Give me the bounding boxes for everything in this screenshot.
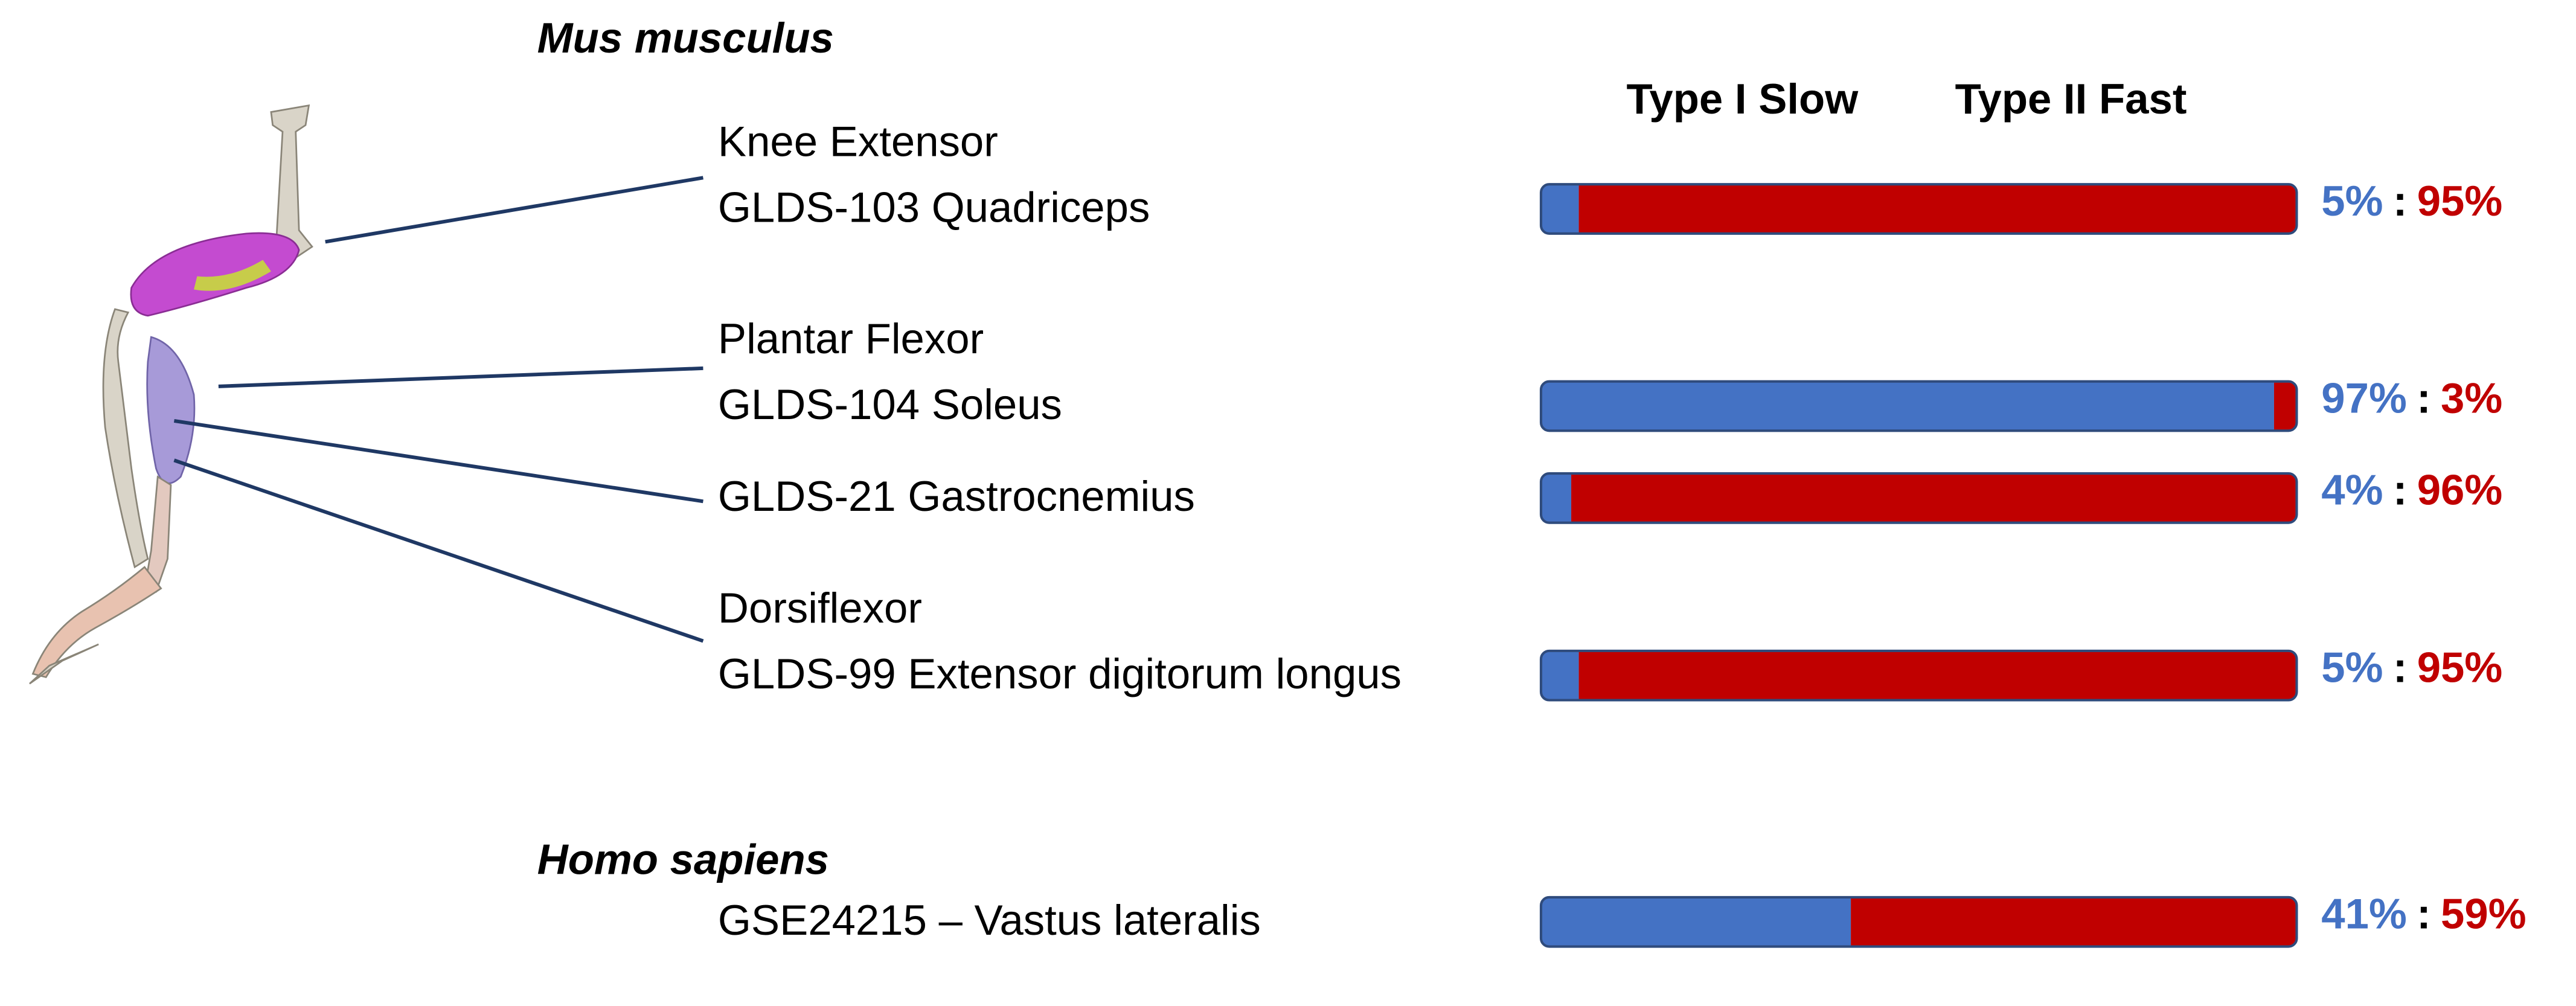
separator: : (2393, 466, 2408, 513)
category-label: GLDS-21 Gastrocnemius (718, 472, 1195, 520)
bar-outline (1539, 472, 2298, 524)
bar-segment (1540, 897, 1851, 947)
bar-outline (1539, 895, 2298, 948)
bar-segment (2273, 381, 2297, 431)
group-label: Plantar Flexor (718, 315, 984, 362)
group-label: Dorsiflexor (718, 584, 922, 632)
value-label-part: 41% (2321, 889, 2407, 937)
value-label: 5%:95% (2321, 643, 2502, 691)
value-label-part: 4% (2321, 466, 2383, 513)
bar-segment (1578, 184, 2297, 234)
bar-segment (1540, 650, 1579, 700)
category-label: GLDS-99 Extensor digitorum longus (718, 650, 1402, 697)
bar-outline (1539, 183, 2298, 235)
group-label: Knee Extensor (718, 118, 998, 165)
legend-entry: Type I Slow (1626, 75, 1859, 123)
category-label: GLDS-104 Soleus (718, 380, 1062, 428)
value-label: 4%:96% (2321, 466, 2502, 513)
value-label-part: 3% (2441, 374, 2502, 421)
bar-segment (1540, 184, 1579, 234)
bar-segment (1578, 650, 2297, 700)
bar-outline (1539, 380, 2298, 432)
mouse-leg-illustration (29, 104, 704, 685)
separator: : (2393, 643, 2408, 691)
separator: : (2417, 889, 2431, 937)
value-label-part: 96% (2417, 466, 2503, 513)
separator: : (2393, 177, 2408, 225)
value-label-part: 5% (2321, 177, 2383, 225)
bar-group (1540, 473, 2297, 523)
value-label-part: 59% (2441, 889, 2526, 937)
value-label: 97%:3% (2321, 374, 2502, 421)
legend-entry: Type II Fast (1955, 75, 2187, 123)
species-label: Mus musculus (537, 14, 834, 62)
value-label-part: 95% (2417, 177, 2503, 225)
value-label-part: 5% (2321, 643, 2383, 691)
species-label: Homo sapiens (537, 836, 829, 883)
bar-group (1540, 650, 2297, 700)
value-label: 41%:59% (2321, 889, 2526, 937)
bar-group (1540, 381, 2297, 431)
category-label: GSE24215 – Vastus lateralis (718, 896, 1261, 944)
bar-group (1540, 184, 2297, 234)
value-label: 5%:95% (2321, 177, 2502, 225)
bar-group (1540, 897, 2297, 947)
bar-outline (1539, 649, 2298, 702)
bar-segment (1540, 381, 2274, 431)
separator: : (2417, 374, 2431, 421)
value-label-part: 95% (2417, 643, 2503, 691)
bar-segment (1851, 897, 2297, 947)
category-label: GLDS-103 Quadriceps (718, 183, 1150, 231)
bar-segment (1540, 473, 1572, 523)
bar-segment (1571, 473, 2297, 523)
value-label-part: 97% (2321, 374, 2407, 421)
